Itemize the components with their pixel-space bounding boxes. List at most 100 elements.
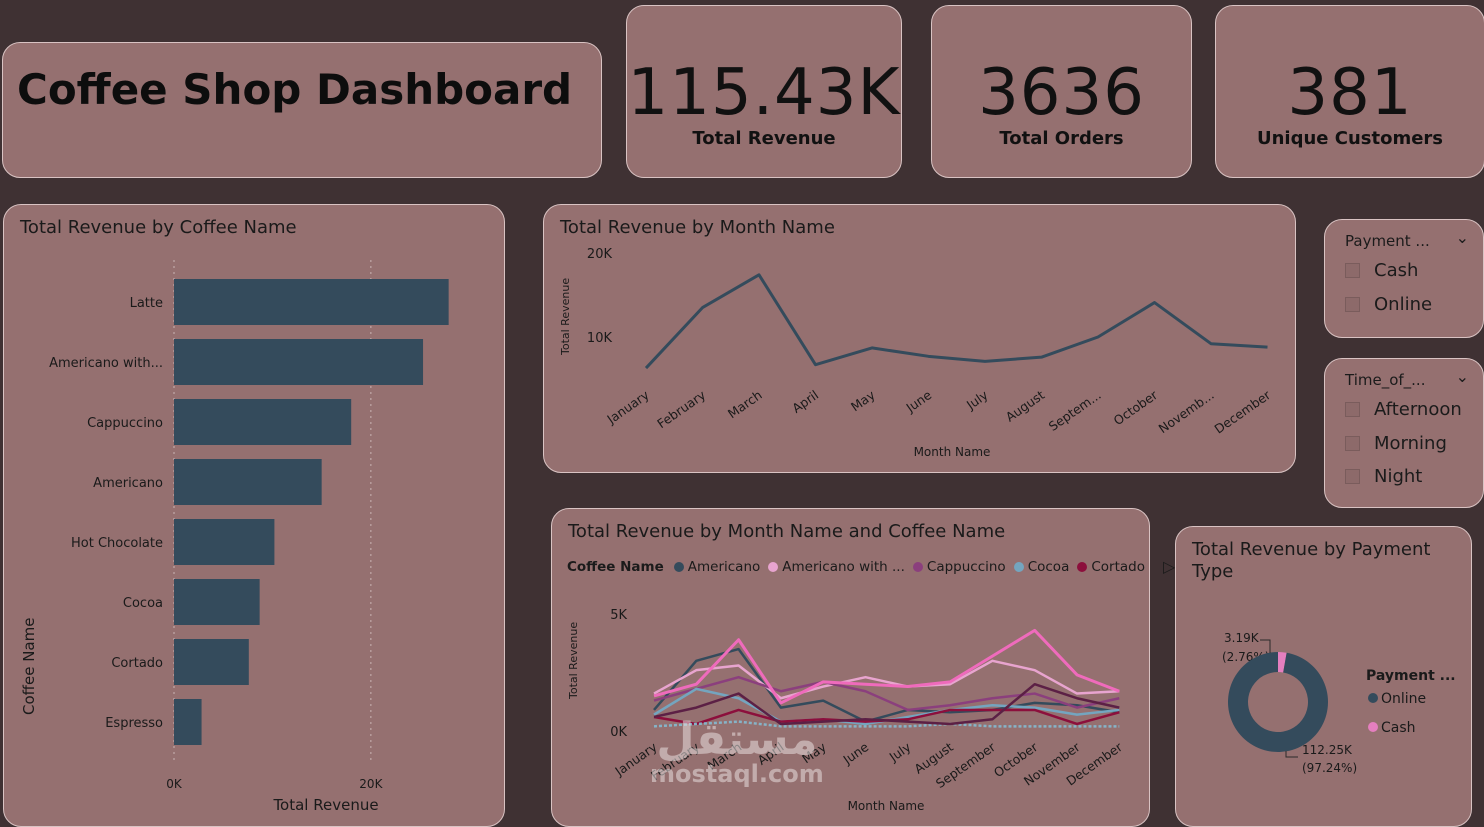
slicer-option-afternoon[interactable]: Afternoon bbox=[1345, 399, 1462, 420]
chevron-down-icon[interactable]: ⌄ bbox=[1455, 230, 1469, 247]
leader-line bbox=[1285, 751, 1298, 758]
bar bbox=[174, 399, 352, 445]
x-tick-label: December bbox=[1212, 387, 1274, 437]
y-tick-label: Americano with... bbox=[49, 356, 163, 371]
kpi-value: 115.43K bbox=[627, 56, 901, 130]
option-label: Night bbox=[1374, 466, 1423, 487]
x-tick-label: January bbox=[603, 387, 652, 427]
y-tick-label: Espresso bbox=[105, 716, 163, 731]
kpi-label: Unique Customers bbox=[1256, 128, 1444, 149]
x-tick-label: February bbox=[654, 387, 708, 431]
x-tick-label: Novemb... bbox=[1156, 387, 1217, 436]
donut-slice-online bbox=[1228, 652, 1328, 752]
kpi-value: 3636 bbox=[978, 56, 1145, 130]
x-tick-label: Septem... bbox=[1046, 387, 1104, 434]
slicer-option-cash[interactable]: Cash bbox=[1345, 260, 1418, 281]
slicer-option-night[interactable]: Night bbox=[1345, 466, 1422, 487]
x-tick-label: 0K bbox=[166, 777, 183, 791]
bar-xlabel: Total Revenue bbox=[272, 796, 378, 814]
bar-chart-title: Total Revenue by Coffee Name bbox=[20, 217, 297, 238]
checkbox[interactable] bbox=[1345, 436, 1360, 451]
y-tick-label: 20K bbox=[587, 247, 613, 262]
title-card: Coffee Shop Dashboard bbox=[2, 42, 602, 178]
series-line-5 bbox=[653, 720, 1120, 728]
legend-label: Americano bbox=[687, 558, 761, 575]
series-line-1 bbox=[653, 659, 1120, 700]
option-label: Morning bbox=[1374, 433, 1447, 454]
option-label: Cash bbox=[1374, 260, 1419, 281]
option-label: Afternoon bbox=[1374, 399, 1462, 420]
legend-dot bbox=[1077, 561, 1088, 572]
legend-dot bbox=[673, 561, 684, 572]
legend-label: Americano with ... bbox=[782, 558, 905, 575]
coffee-month-line-chart-card[interactable]: Total Revenue by Month Name and Coffee N… bbox=[551, 508, 1175, 827]
multi-xlabel: Month Name bbox=[848, 799, 925, 813]
dashboard-title: Coffee Shop Dashboard bbox=[17, 65, 573, 114]
legend-next-arrow-icon[interactable]: ▷ bbox=[1162, 557, 1176, 576]
checkbox[interactable] bbox=[1345, 402, 1360, 417]
donut-title: Total Revenue by Payment Type bbox=[1192, 539, 1431, 582]
donut-slice-cash bbox=[1278, 652, 1287, 673]
y-tick-label: Cortado bbox=[111, 656, 163, 671]
watermark-latin: mostaql.com bbox=[650, 760, 824, 788]
series-line-2 bbox=[653, 675, 1120, 712]
payment-slicer[interactable]: Payment ... ⌄ Cash Online bbox=[1324, 219, 1484, 338]
y-tick-label: Cappuccino bbox=[87, 416, 163, 431]
y-tick-label: 5K bbox=[610, 608, 627, 623]
series-line-6 bbox=[653, 682, 1120, 726]
multi-ylabel: Total Revenue bbox=[567, 622, 580, 700]
series-line bbox=[644, 273, 1268, 370]
month-line-chart-title: Total Revenue by Month Name bbox=[560, 217, 835, 238]
legend-dot-online bbox=[1368, 693, 1378, 703]
x-tick-label: April bbox=[789, 387, 821, 416]
bar-chart-card[interactable]: Total Revenue by Coffee Name Coffee Name… bbox=[3, 204, 505, 827]
legend-label: Cappuccino bbox=[926, 558, 1006, 575]
legend-item[interactable]: Cocoa bbox=[1013, 558, 1070, 575]
x-tick-label: 20K bbox=[359, 777, 383, 791]
legend-dot bbox=[1013, 561, 1024, 572]
donut-label-online-pct: (97.24%) bbox=[1302, 761, 1357, 775]
checkbox[interactable] bbox=[1345, 297, 1360, 312]
payment-donut-card[interactable]: Total Revenue by Payment Type Payment ..… bbox=[1175, 526, 1472, 827]
x-tick-label: March bbox=[725, 387, 765, 421]
slicer-option-online[interactable]: Online bbox=[1345, 294, 1432, 315]
bar-ylabel: Coffee Name bbox=[20, 618, 38, 715]
legend-label: Cortado bbox=[1091, 558, 1145, 575]
watermark-arabic: مستقل bbox=[656, 714, 818, 765]
legend-item[interactable]: Cappuccino bbox=[912, 558, 1006, 575]
bar bbox=[174, 699, 202, 745]
time-slicer-header: Time_of_... bbox=[1345, 371, 1426, 389]
y-tick-label: Americano bbox=[93, 476, 163, 491]
time-of-day-slicer[interactable]: Time_of_... ⌄ Afternoon Morning Night bbox=[1324, 358, 1484, 508]
x-tick-label: October bbox=[1111, 387, 1161, 428]
x-tick-label: June bbox=[902, 387, 934, 416]
kpi-unique-customers: 381 Unique Customers bbox=[1215, 5, 1484, 178]
y-tick-label: 10K bbox=[587, 331, 613, 346]
legend-label-online: Online bbox=[1381, 691, 1426, 707]
series-line-7 bbox=[653, 628, 1120, 705]
legend-dot-cash bbox=[1368, 722, 1378, 732]
legend-item[interactable]: Americano with ... bbox=[768, 559, 905, 575]
watermark: مستقل mostaql.com bbox=[650, 714, 824, 789]
donut-chart: Payment ... Online Cash 3.19K (2.76%) 11… bbox=[1222, 631, 1456, 775]
bar bbox=[174, 459, 322, 505]
bar bbox=[174, 519, 275, 565]
slicer-option-morning[interactable]: Morning bbox=[1345, 433, 1447, 454]
chevron-down-icon[interactable]: ⌄ bbox=[1455, 369, 1469, 386]
y-tick-label: Hot Chocolate bbox=[71, 536, 163, 551]
option-label: Online bbox=[1374, 294, 1433, 315]
month-line-chart: Total Revenue Month Name 10K 20K January Fe… bbox=[559, 247, 1274, 459]
line-ylabel: Total Revenue bbox=[559, 278, 572, 356]
x-tick-label: June bbox=[839, 739, 871, 768]
month-line-chart-card[interactable]: Total Revenue by Month Name Total Revenu… bbox=[543, 204, 1296, 473]
legend-item[interactable]: Americano bbox=[673, 558, 761, 575]
kpi-total-orders: 3636 Total Orders bbox=[931, 5, 1192, 178]
checkbox[interactable] bbox=[1345, 263, 1360, 278]
bar-chart: Coffee Name Total Revenue 0K 20K Latte Amer… bbox=[20, 260, 449, 814]
checkbox[interactable] bbox=[1345, 469, 1360, 484]
bar bbox=[174, 579, 260, 625]
kpi-label: Total Orders bbox=[999, 128, 1124, 149]
legend-label: Cocoa bbox=[1027, 558, 1070, 575]
legend-item[interactable]: Cortado bbox=[1077, 559, 1145, 575]
y-tick-label: Cocoa bbox=[123, 596, 163, 611]
